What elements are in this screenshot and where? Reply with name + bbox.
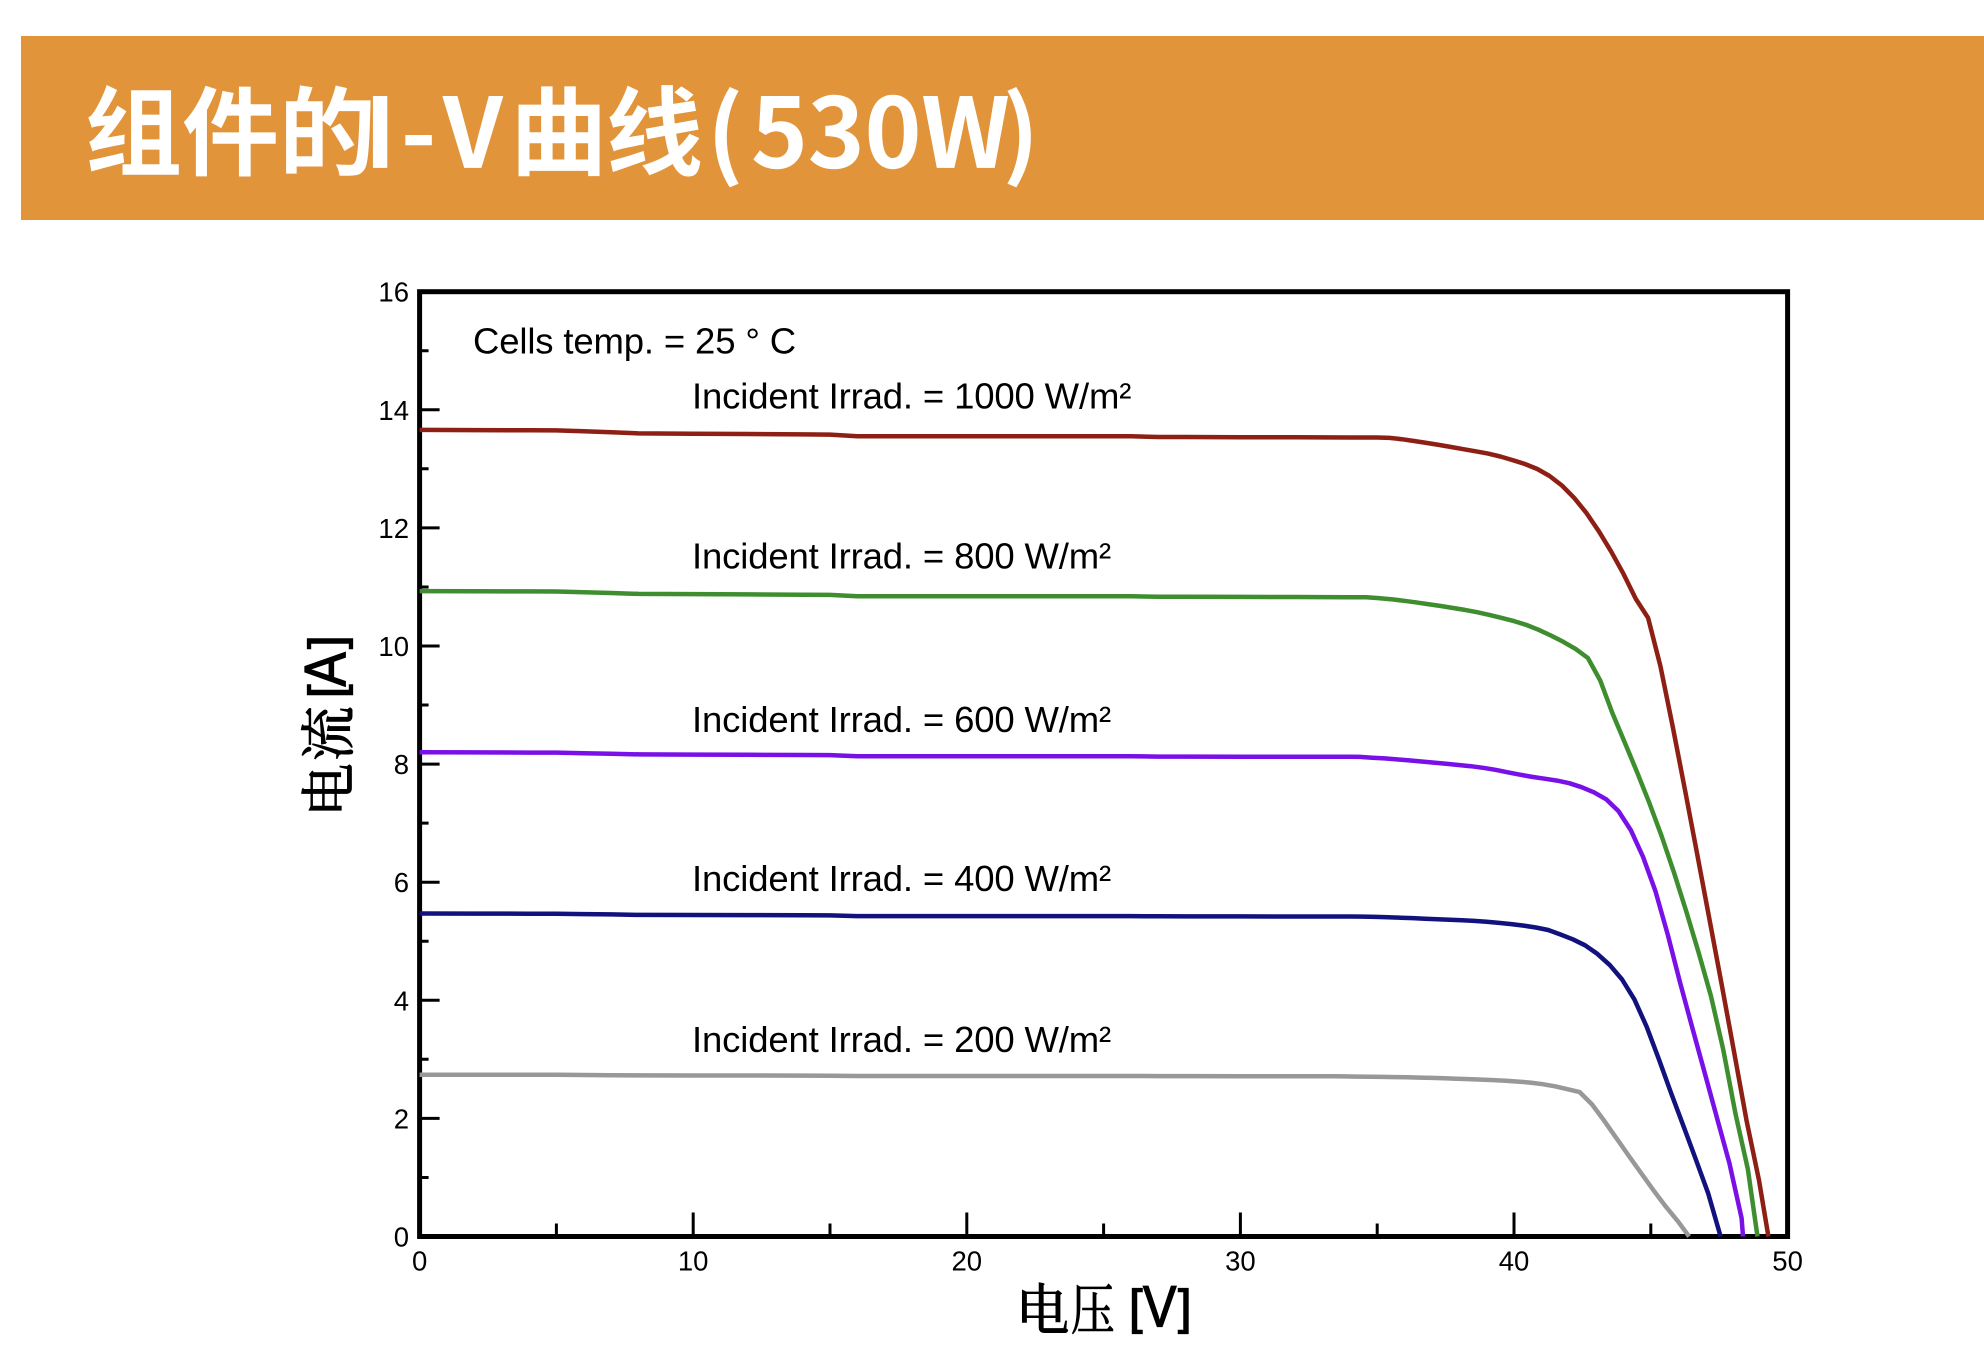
- svg-text:[: [: [299, 684, 353, 698]
- svg-text:6: 6: [394, 867, 409, 898]
- svg-text:Incident Irrad. = 800 W/m²: Incident Irrad. = 800 W/m²: [692, 536, 1111, 577]
- svg-text:40: 40: [1499, 1246, 1530, 1277]
- svg-text:[: [: [1129, 1280, 1143, 1334]
- svg-text:0: 0: [394, 1222, 409, 1253]
- svg-text:]: ]: [299, 635, 353, 649]
- svg-text:14: 14: [378, 395, 409, 426]
- svg-text:4: 4: [394, 985, 409, 1016]
- svg-text:10: 10: [678, 1246, 709, 1277]
- svg-text:Incident Irrad. = 400 W/m²: Incident Irrad. = 400 W/m²: [692, 858, 1111, 899]
- svg-text:30: 30: [1225, 1246, 1256, 1277]
- svg-text:A: A: [292, 652, 358, 687]
- svg-text:12: 12: [378, 513, 409, 544]
- svg-text:Cells temp. = 25 ° C: Cells temp. = 25 ° C: [473, 321, 796, 362]
- svg-text:8: 8: [394, 749, 409, 780]
- svg-text:2: 2: [394, 1103, 409, 1134]
- svg-text:Incident Irrad. = 200 W/m²: Incident Irrad. = 200 W/m²: [692, 1019, 1111, 1060]
- svg-text:50: 50: [1772, 1246, 1803, 1277]
- svg-text:V: V: [1143, 1274, 1177, 1339]
- svg-text:16: 16: [378, 277, 409, 308]
- svg-text:20: 20: [952, 1246, 983, 1277]
- svg-text:Incident Irrad. = 1000 W/m²: Incident Irrad. = 1000 W/m²: [692, 375, 1131, 416]
- svg-text:Incident Irrad. = 600 W/m²: Incident Irrad. = 600 W/m²: [692, 699, 1111, 740]
- svg-text:10: 10: [378, 631, 409, 662]
- svg-text:0: 0: [412, 1246, 427, 1277]
- svg-text:]: ]: [1178, 1280, 1192, 1334]
